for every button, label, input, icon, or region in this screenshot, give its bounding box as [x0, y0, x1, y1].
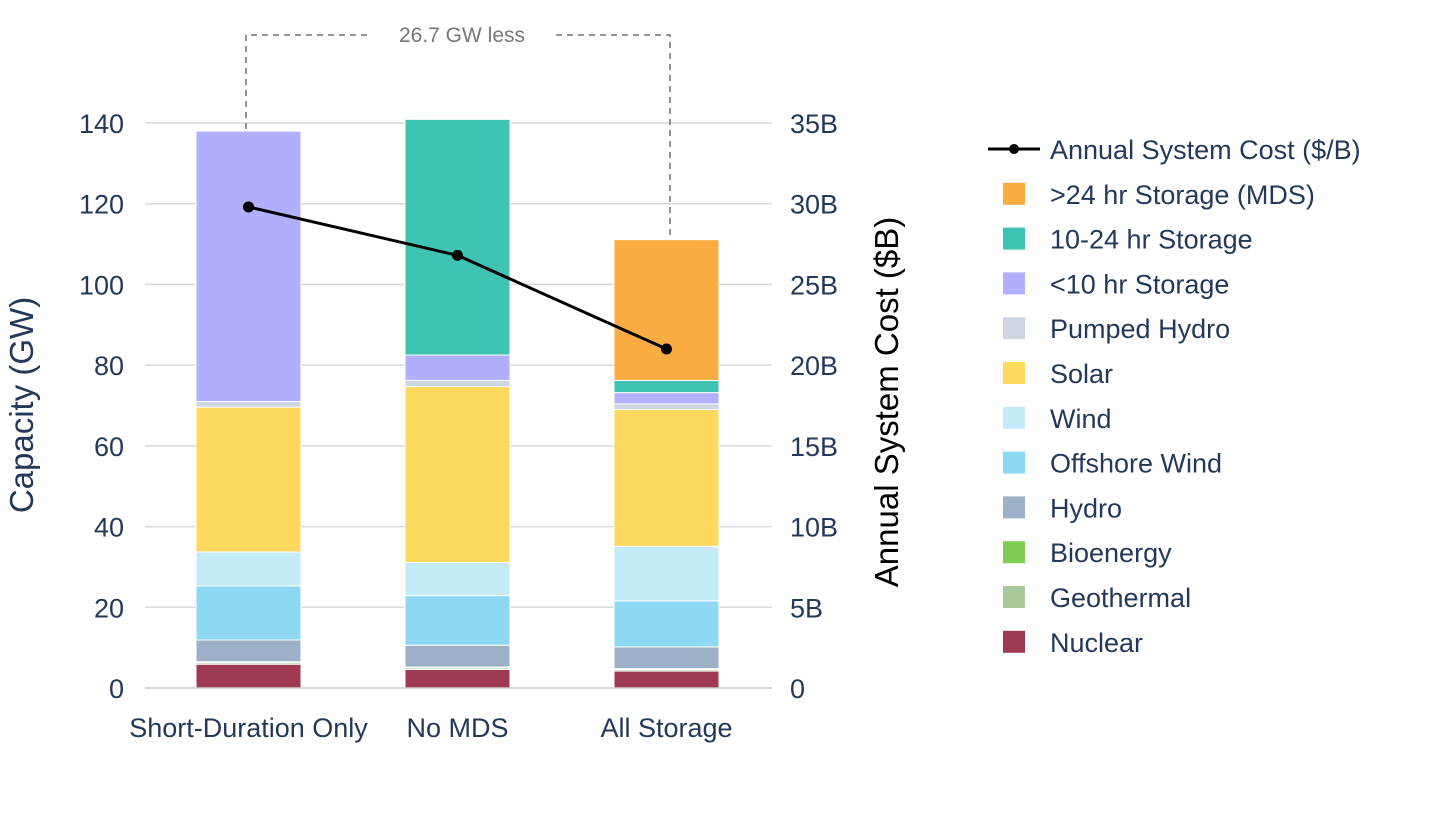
- bar-segment: [613, 239, 720, 381]
- legend-swatch: [1003, 182, 1025, 205]
- bar-segment: [404, 668, 511, 689]
- legend-label: >24 hr Storage (MDS): [1050, 180, 1315, 210]
- bar-segment: [195, 551, 302, 587]
- legend-label: Annual System Cost ($/B): [1050, 135, 1361, 165]
- y2-tick-label: 30B: [790, 190, 838, 220]
- y-tick-label: 100: [79, 270, 124, 300]
- legend-label: 10-24 hr Storage: [1050, 225, 1253, 255]
- bar-segment: [404, 386, 511, 563]
- bar-segment: [404, 644, 511, 668]
- bar-segment: [195, 400, 302, 408]
- y-tick-label: 40: [94, 513, 124, 543]
- legend-line-marker: [1009, 144, 1019, 154]
- y2-tick-label: 15B: [790, 432, 838, 462]
- bar-segment: [195, 585, 302, 641]
- legend: Annual System Cost ($/B) >24 hr Storage (…: [988, 135, 1361, 658]
- legend-swatch: [1003, 317, 1025, 340]
- y-tick-label: 0: [109, 674, 124, 704]
- bar-segment: [613, 409, 720, 547]
- y-axis-title: Capacity (GW): [3, 297, 40, 513]
- cost-line-layer: [243, 201, 672, 355]
- legend-swatch: [1003, 362, 1025, 384]
- bar-segment: [613, 600, 720, 648]
- y-tick-label: 140: [79, 109, 124, 139]
- legend-swatch: [1003, 630, 1025, 653]
- y2-tick-label: 35B: [790, 109, 838, 139]
- legend-swatch: [1003, 227, 1025, 250]
- bar-segment: [404, 118, 511, 356]
- bar-segment: [404, 595, 511, 646]
- y-axis-right: 0 5B 10B 15B 20B 25B 30B 35B: [790, 109, 838, 704]
- legend-label: <10 hr Storage: [1050, 269, 1229, 299]
- legend-label: Offshore Wind: [1050, 449, 1222, 479]
- annotation-label: 26.7 GW less: [399, 24, 525, 47]
- legend-label: Nuclear: [1050, 628, 1143, 658]
- legend-label: Bioenergy: [1050, 538, 1172, 568]
- cost-point: [243, 201, 254, 213]
- difference-annotation: 26.7 GW less: [245, 24, 671, 238]
- bar-segment: [613, 545, 720, 602]
- y2-tick-label: 20B: [790, 351, 838, 381]
- cost-point: [452, 249, 463, 261]
- bar-segment: [195, 663, 302, 689]
- y-tick-label: 120: [79, 190, 124, 220]
- cost-point: [661, 343, 672, 355]
- legend-swatch: [1003, 541, 1025, 564]
- y2-tick-label: 5B: [790, 593, 823, 623]
- legend-label: Solar: [1050, 359, 1113, 389]
- y2-tick-label: 10B: [790, 513, 838, 543]
- bar-segment: [404, 379, 511, 388]
- y2-tick-label: 25B: [790, 270, 838, 300]
- legend-swatch: [1003, 451, 1025, 474]
- legend-label: Pumped Hydro: [1050, 314, 1230, 344]
- bar-segment: [613, 670, 720, 689]
- legend-swatch: [1003, 272, 1025, 295]
- bar-segment: [195, 639, 302, 663]
- bar-segment: [195, 406, 302, 553]
- legend-swatch: [1003, 586, 1025, 608]
- legend-label: Wind: [1050, 404, 1112, 434]
- x-axis: Short-Duration Only No MDS All Storage: [129, 687, 772, 743]
- bar-segment: [613, 392, 720, 405]
- bar-segment: [613, 646, 720, 670]
- bar-segment: [613, 379, 720, 394]
- y-axis-left: 0 20 40 60 80 100 120 140: [79, 109, 124, 704]
- bar-segment: [404, 354, 511, 381]
- legend-label: Hydro: [1050, 493, 1122, 523]
- annotation-bracket: [245, 34, 671, 238]
- x-tick-label: All Storage: [600, 713, 732, 743]
- x-tick-label: No MDS: [406, 713, 508, 743]
- bar-segment: [613, 403, 720, 411]
- bar-segment: [195, 130, 302, 402]
- y2-tick-label: 0: [790, 674, 805, 704]
- legend-label: Geothermal: [1050, 583, 1191, 613]
- legend-swatch: [1003, 496, 1025, 519]
- y-tick-label: 20: [94, 593, 124, 623]
- y-tick-label: 80: [94, 351, 124, 381]
- x-tick-label: Short-Duration Only: [129, 713, 368, 743]
- y2-axis-title: Annual System Cost ($B): [868, 217, 905, 587]
- legend-swatch: [1003, 406, 1025, 429]
- bar-segment: [404, 561, 511, 597]
- bars: [195, 118, 720, 689]
- y-tick-label: 60: [94, 432, 124, 462]
